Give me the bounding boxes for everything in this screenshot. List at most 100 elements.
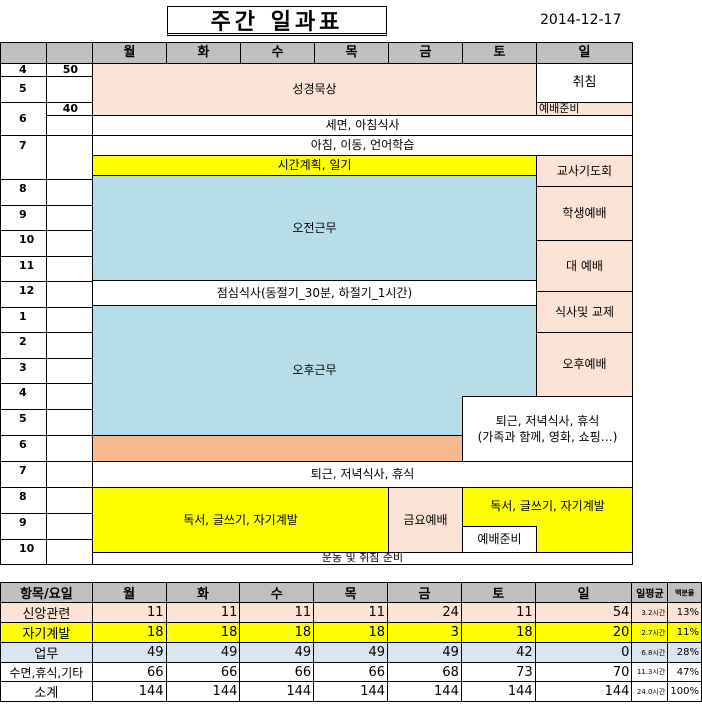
row-value: 11 (165, 602, 241, 623)
row-value: 49 (91, 642, 167, 663)
row-value: 144 (91, 681, 167, 702)
minute-cell (46, 76, 93, 103)
minute-cell (46, 135, 93, 180)
summary-avg-header: 일평균 (631, 582, 669, 603)
row-value: 49 (387, 642, 462, 663)
row-value: 20 (534, 622, 633, 643)
summary-day-mon: 월 (91, 582, 167, 603)
minute-cell (46, 383, 93, 410)
block-planning: 시간계획, 일기 (92, 155, 537, 176)
block-evening-shade (92, 435, 463, 462)
minute-label: 40 (46, 102, 93, 116)
day-header-fri: 금 (388, 42, 463, 64)
row-value: 70 (534, 662, 633, 682)
summary-table: 항목/요일 월 화 수 목 금 토 일 일평균 백분율 신앙관련 11 11 1… (0, 582, 702, 702)
block-reading: 독서, 글쓰기, 자기계발 (92, 487, 389, 553)
block-worship-prep2: 예배준비 (462, 526, 537, 553)
block-fri-worship: 금요예배 (388, 487, 463, 553)
block-meal-exchange: 식사및 교제 (536, 291, 633, 333)
hour-label: 12 (0, 281, 47, 308)
row-avg: 2.7시간 (631, 622, 669, 643)
row-value: 18 (239, 622, 315, 643)
row-value: 18 (91, 622, 167, 643)
hour-label: 3 (0, 358, 47, 384)
row-value: 11 (91, 602, 167, 623)
day-header-thu: 목 (314, 42, 389, 64)
row-value: 11 (239, 602, 315, 623)
hour-label: 4 (0, 63, 47, 77)
hour-label: 8 (0, 487, 47, 514)
minute-cell (46, 115, 93, 136)
day-header-tue: 화 (166, 42, 241, 64)
block-morning-work: 오전근무 (92, 175, 537, 281)
block-worship-prep: 예배준비 (536, 102, 633, 116)
row-pct: 28% (667, 642, 702, 663)
day-header-sat: 토 (462, 42, 537, 64)
summary-day-thu: 목 (313, 582, 389, 603)
row-value: 0 (534, 642, 633, 663)
minute-label: 50 (46, 63, 93, 77)
row-label: 신앙관련 (0, 602, 93, 623)
row-value: 49 (239, 642, 315, 663)
row-value: 11 (313, 602, 389, 623)
block-evening: 퇴근, 저녁식사, 휴식 (92, 461, 633, 488)
row-value: 144 (460, 681, 536, 702)
row-value: 18 (313, 622, 389, 643)
row-avg: 6.8시간 (631, 642, 669, 663)
day-header-mon: 월 (92, 42, 167, 64)
minute-cell (46, 230, 93, 257)
summary-header-label: 항목/요일 (0, 582, 93, 603)
hour-label: 6 (0, 102, 47, 136)
row-value: 144 (534, 681, 633, 702)
row-pct: 100% (667, 681, 702, 702)
row-value: 144 (313, 681, 389, 702)
minute-cell (46, 461, 93, 488)
minute-cell (46, 435, 93, 462)
row-pct: 13% (667, 602, 702, 623)
hour-label: 4 (0, 383, 47, 410)
minute-cell (46, 281, 93, 308)
summary-day-fri: 금 (387, 582, 462, 603)
row-value: 66 (165, 662, 241, 682)
hour-label: 7 (0, 135, 47, 180)
hour-label: 10 (0, 539, 47, 565)
row-value: 42 (460, 642, 536, 663)
minute-cell (46, 409, 93, 436)
sat-evening-line2: (가족과 함께, 영화, 쇼핑…) (477, 430, 618, 444)
row-value: 66 (91, 662, 167, 682)
row-value: 144 (165, 681, 241, 702)
minute-cell (46, 179, 93, 206)
row-label: 업무 (0, 642, 93, 663)
block-prayer: 성경묵상 (92, 63, 537, 116)
block-teacher-prayer: 교사기도회 (536, 155, 633, 187)
summary-day-sun: 일 (534, 582, 633, 603)
row-value: 11 (460, 602, 536, 623)
minute-cell (46, 539, 93, 565)
minute-cell (46, 307, 93, 333)
date-label: 2014-12-17 (540, 12, 622, 28)
page-title: 주간 일과표 (167, 6, 387, 36)
summary-day-sat: 토 (460, 582, 536, 603)
row-value: 68 (387, 662, 462, 682)
block-sat-evening: 퇴근, 저녁식사, 휴식 (가족과 함께, 영화, 쇼핑…) (462, 396, 633, 462)
block-wash: 세면, 아침식사 (92, 115, 633, 136)
summary-day-wed: 수 (239, 582, 315, 603)
block-main-worship: 대 예배 (536, 240, 633, 292)
hour-label: 10 (0, 230, 47, 257)
day-header-sun: 일 (536, 42, 633, 64)
row-value: 24 (387, 602, 462, 623)
block-lunch: 점심식사(동절기_30분, 하절기_1시간) (92, 280, 537, 306)
row-value: 49 (313, 642, 389, 663)
row-value: 144 (387, 681, 462, 702)
summary-day-tue: 화 (165, 582, 241, 603)
row-avg: 11.3시간 (631, 662, 669, 682)
minute-cell (46, 358, 93, 384)
header-corner-2 (46, 42, 93, 64)
row-pct: 11% (667, 622, 702, 643)
row-value: 18 (165, 622, 241, 643)
block-afternoon-worship: 오후예배 (536, 332, 633, 397)
row-value: 3 (387, 622, 462, 643)
hour-label: 1 (0, 307, 47, 333)
row-value: 54 (534, 602, 633, 623)
block-sleep: 취침 (536, 63, 633, 103)
